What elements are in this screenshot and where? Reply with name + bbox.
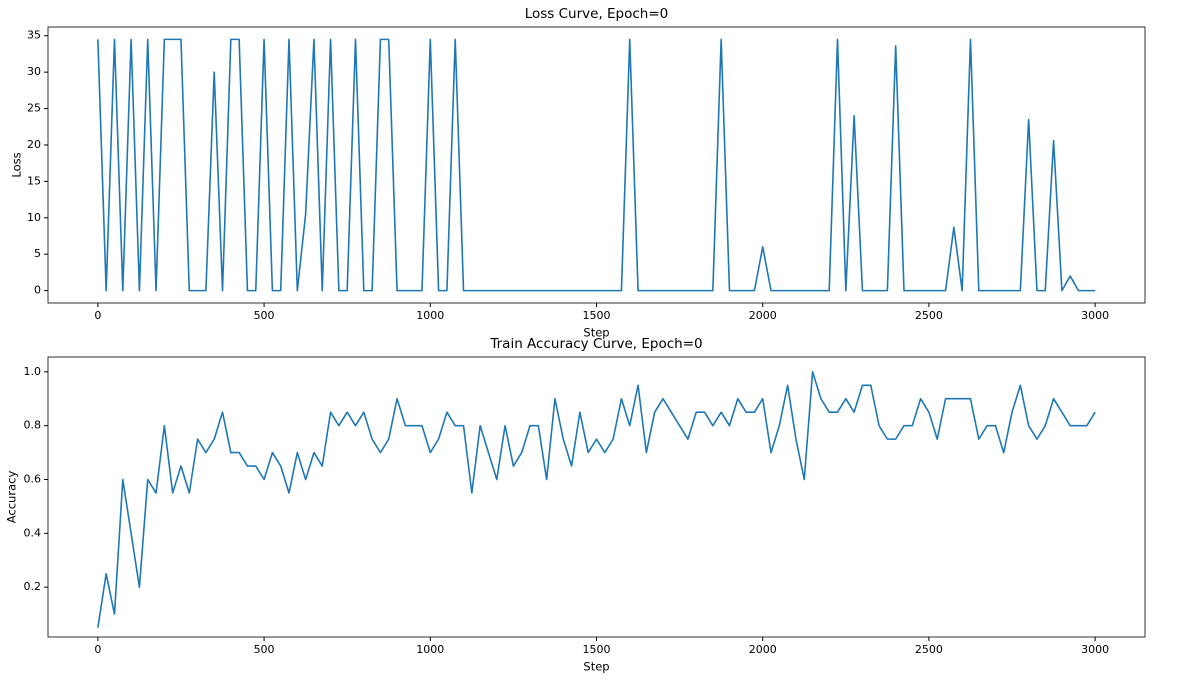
plot-frame — [47, 26, 1146, 304]
x-tick-label: 500 — [254, 309, 275, 322]
x-tick-label: 0 — [94, 309, 101, 322]
x-tick-label: 500 — [254, 643, 275, 656]
y-tick-label: 0.8 — [24, 419, 42, 432]
y-tick-label: 35 — [27, 29, 41, 42]
y-tick-label: 0.6 — [24, 473, 42, 486]
y-axis-label: Accuracy — [5, 471, 19, 524]
plot-frame — [47, 356, 1146, 638]
x-tick-label: 1500 — [583, 643, 611, 656]
y-tick-label: 25 — [27, 102, 41, 115]
y-tick-label: 5 — [34, 247, 41, 260]
chart-title: Loss Curve, Epoch=0 — [525, 6, 669, 22]
y-tick-label: 10 — [27, 211, 41, 224]
y-tick-label: 0.4 — [24, 526, 42, 539]
x-tick-label: 1500 — [583, 309, 611, 322]
line-series — [97, 38, 1096, 292]
y-tick-label: 20 — [27, 138, 41, 151]
y-axis-label: Loss — [10, 152, 24, 177]
x-tick-label: 1000 — [416, 643, 444, 656]
line-series — [97, 371, 1096, 628]
y-tick-label: 30 — [27, 65, 41, 78]
x-tick-label: 2000 — [749, 309, 777, 322]
x-tick-label: 1000 — [416, 309, 444, 322]
x-tick-label: 2500 — [915, 309, 943, 322]
y-tick-label: 0 — [34, 284, 41, 297]
x-tick-label: 0 — [94, 643, 101, 656]
x-tick-label: 2500 — [915, 643, 943, 656]
y-tick-label: 1.0 — [24, 365, 42, 378]
x-tick-label: 3000 — [1081, 309, 1109, 322]
x-axis-label: Step — [583, 326, 609, 340]
y-tick-label: 0.2 — [24, 580, 42, 593]
y-tick-label: 15 — [27, 174, 41, 187]
x-tick-label: 2000 — [749, 643, 777, 656]
chart-title: Train Accuracy Curve, Epoch=0 — [489, 336, 702, 352]
x-tick-label: 3000 — [1081, 643, 1109, 656]
x-axis-label: Step — [583, 660, 609, 674]
